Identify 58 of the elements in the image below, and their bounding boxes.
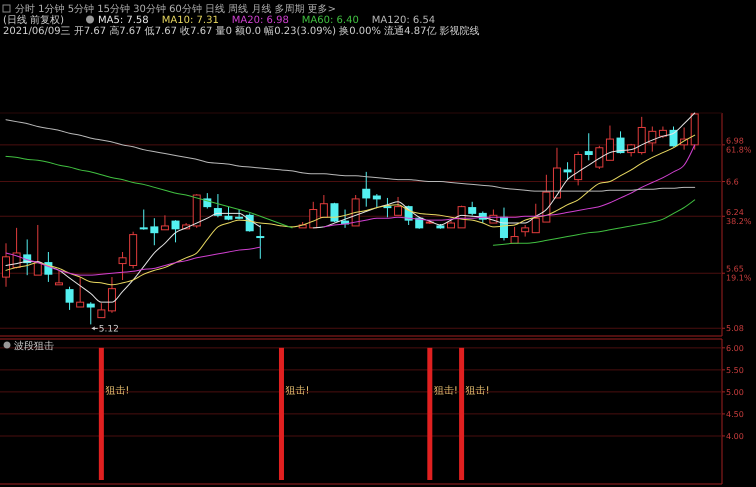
candlestick [150, 218, 158, 246]
candlestick [235, 209, 244, 220]
annotation: 5.12 [98, 324, 119, 334]
y-tick-label: 6.00 [726, 344, 744, 353]
y-tick-label: 4.50 [726, 410, 744, 419]
candlestick [224, 206, 232, 221]
candlestick [595, 145, 604, 170]
candlestick [532, 203, 540, 234]
text: MA20: 6.98 [232, 15, 289, 26]
y-tick-label: 4.00 [726, 432, 744, 441]
text: 2021/06/09三 开7.67 高7.67 低7.67 收7.67 量0 额0.0 幅0.23(3.09%) 换0.00% 流通4.87亿 影视院线 [3, 25, 480, 37]
candlestick [330, 202, 338, 223]
candlestick [86, 302, 95, 325]
candlestick [564, 162, 572, 180]
candlestick [97, 302, 106, 318]
candlestick [160, 214, 169, 230]
candlestick [214, 194, 222, 218]
text: MA60: 6.40 [302, 15, 359, 26]
candlestick [670, 126, 678, 148]
candlestick [616, 130, 625, 154]
text: MA120: 6.54 [372, 15, 436, 26]
line-series [6, 119, 696, 192]
annotation: 狙击! [285, 384, 310, 396]
text: 分时 1分钟 5分钟 15分钟 30分钟 60分钟 日线 周线 月线 多周期 更多> [15, 3, 336, 15]
annotation: 狙击! [434, 384, 458, 396]
candlestick [172, 220, 180, 243]
annotation: 狙击! [105, 384, 130, 396]
candlestick [320, 194, 328, 218]
text: MA5: 7.58 [98, 15, 149, 26]
y-tick-label: 5.00 [726, 388, 744, 397]
chart-title: 波段狙击 [14, 340, 54, 352]
candlestick [606, 125, 614, 161]
chart-title: (日线 前复权) [3, 14, 64, 26]
candlestick [372, 194, 381, 208]
y-tick-label: 5.08 [726, 324, 744, 334]
candlestick [383, 197, 392, 218]
y-tick-label: 6.6 [726, 178, 739, 187]
candlestick [362, 171, 370, 208]
candlestick [66, 286, 74, 310]
candlestick [2, 242, 10, 288]
candlestick [108, 276, 116, 314]
candlestick [140, 209, 148, 230]
candlestick [521, 224, 530, 238]
candlestick [510, 226, 519, 244]
y-tick-label: 6.24 38.2% [726, 208, 752, 226]
candlestick [584, 132, 593, 161]
text: MA10: 7.31 [162, 15, 219, 26]
annotation: 狙击! [466, 384, 490, 396]
candlestick [76, 276, 84, 308]
candlestick [648, 126, 656, 152]
y-tick-label: 6.98 61.8% [726, 136, 752, 154]
candlestick [256, 224, 264, 260]
candlestick [118, 251, 127, 280]
y-tick-label: 5.50 [726, 366, 744, 375]
candlestick [468, 201, 476, 216]
y-tick-label: 5.65 19.1% [726, 264, 752, 283]
candlestick [54, 270, 63, 286]
candlestick [394, 196, 402, 216]
